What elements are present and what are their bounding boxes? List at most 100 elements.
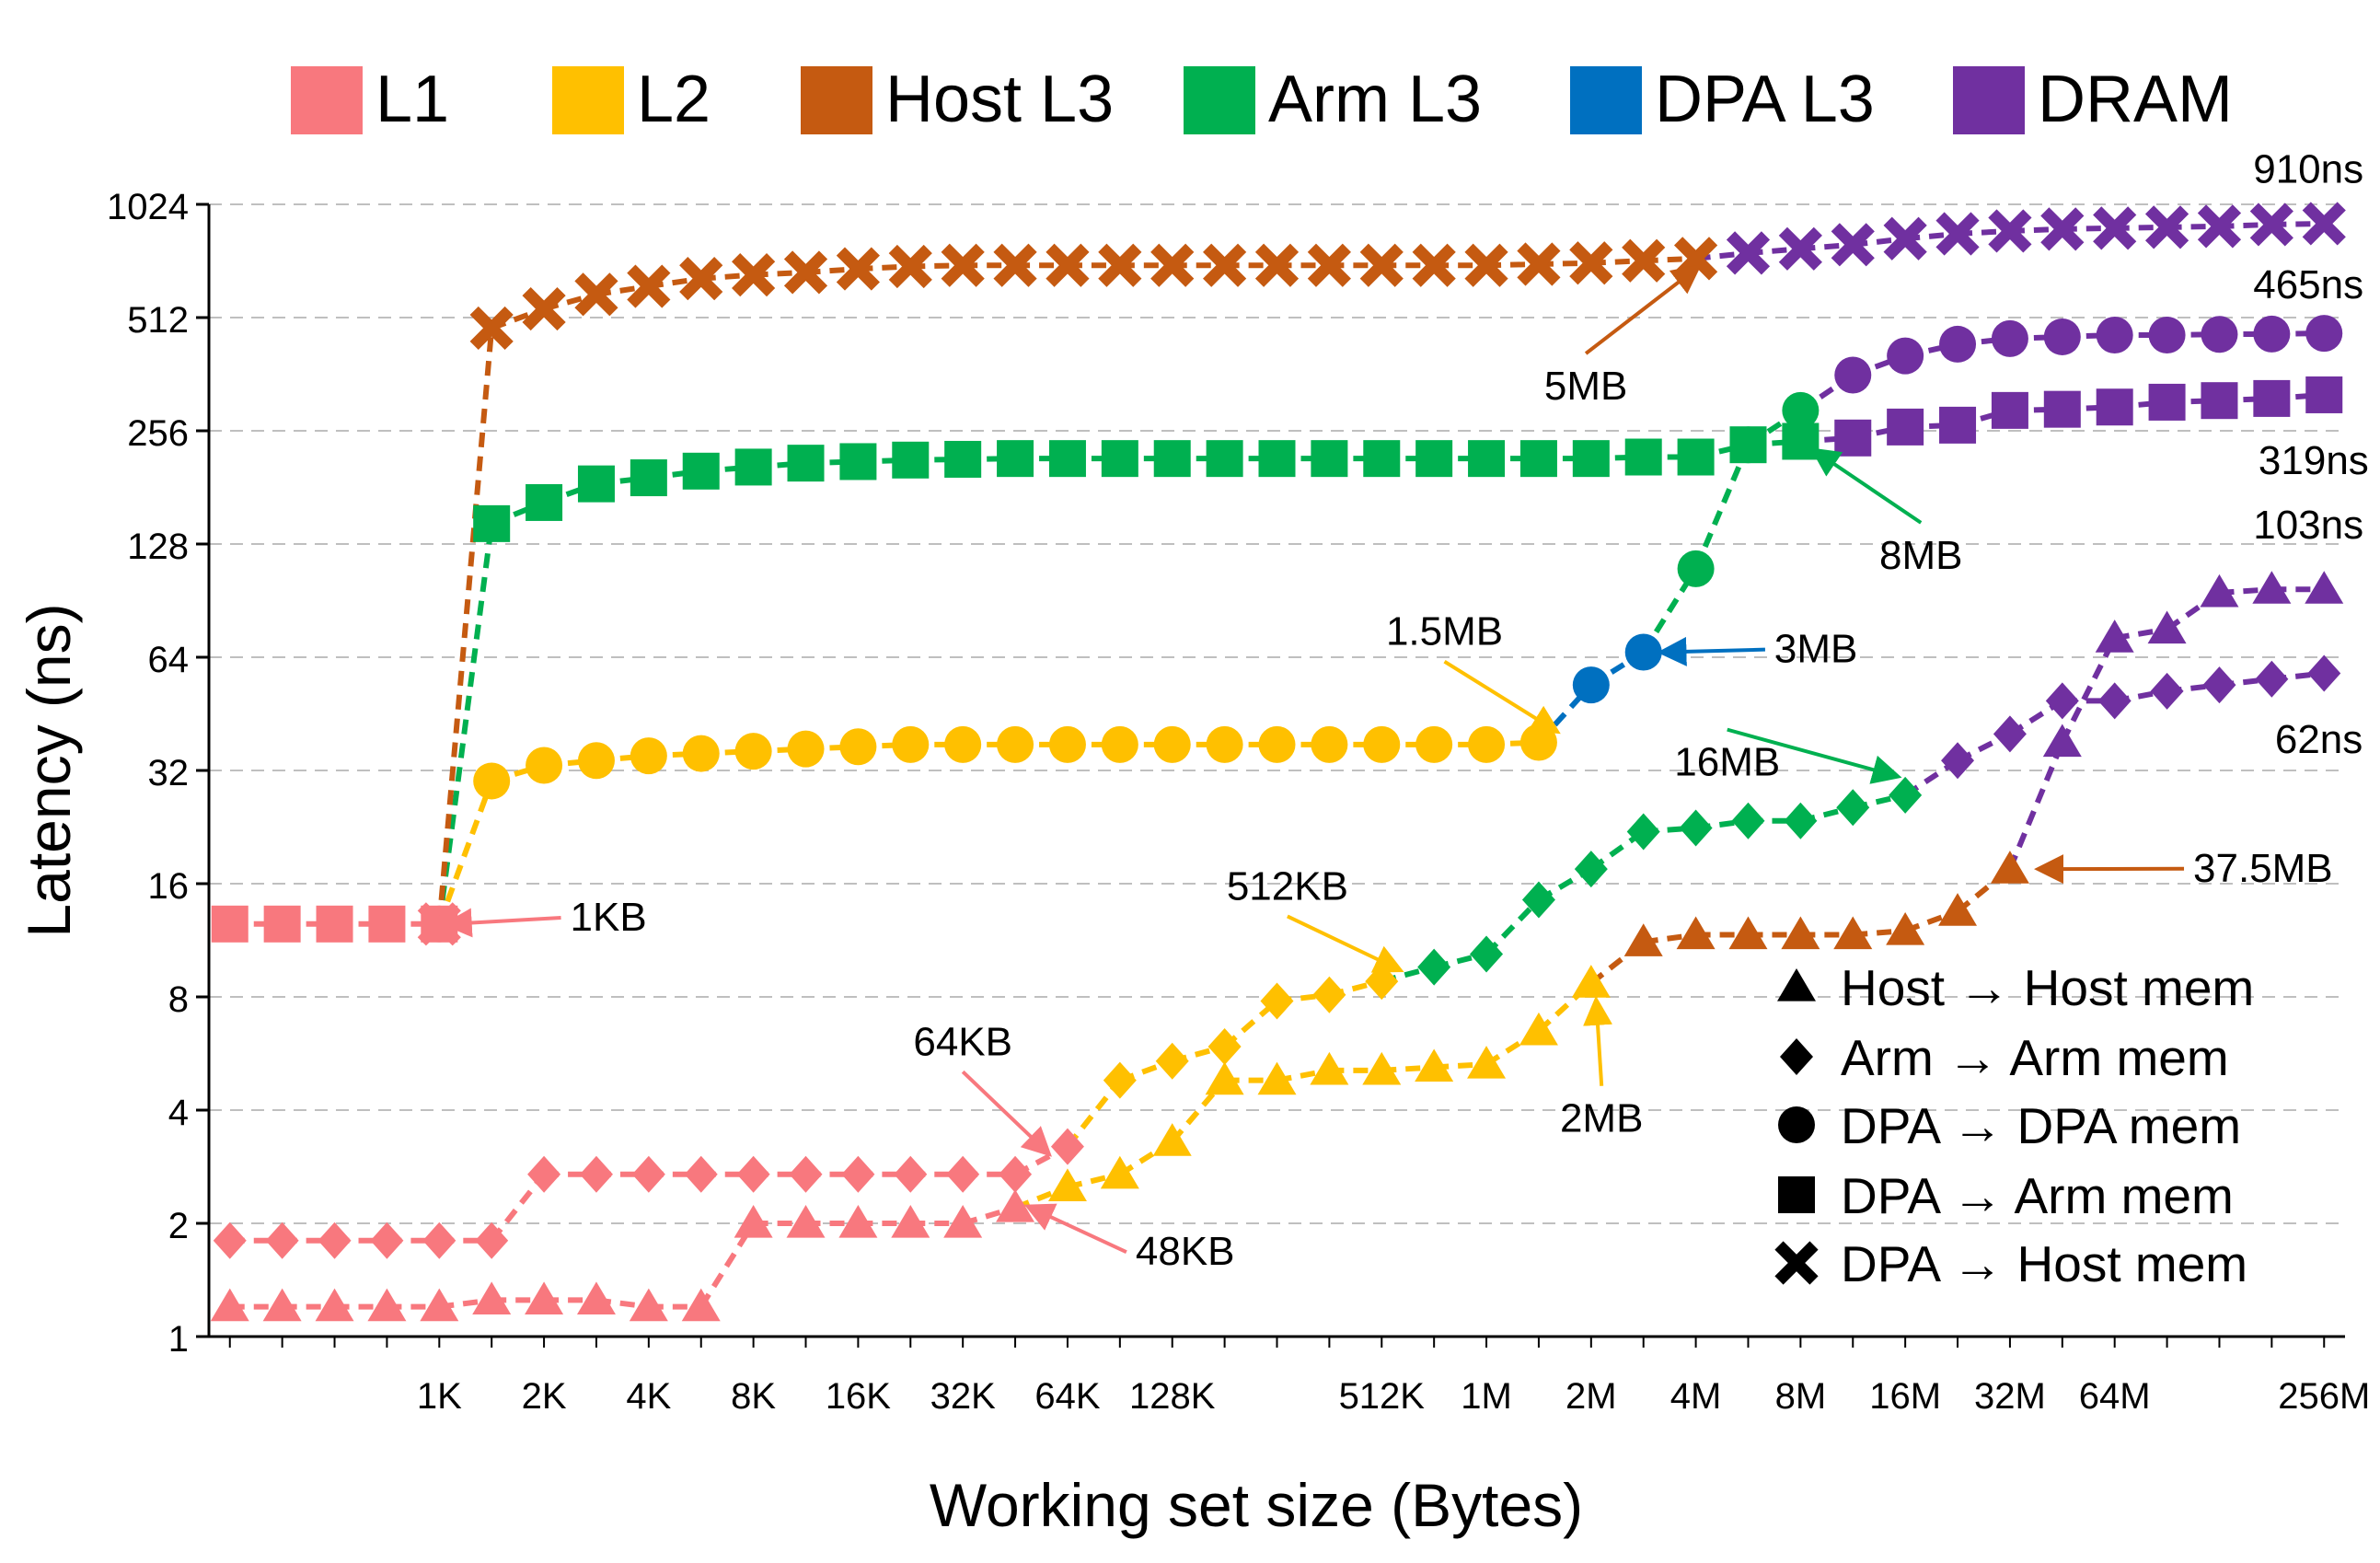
data-point-triangle <box>210 1288 249 1322</box>
x-tick-label: 1M <box>1461 1376 1512 1417</box>
data-point-circle <box>473 762 511 800</box>
data-point-square <box>892 441 930 479</box>
y-tick-labels: 1 2 4 8 16 32 64 128 256 512 1024 <box>107 187 189 1360</box>
data-point-diamond <box>2045 682 2079 720</box>
series-line-segment <box>436 328 495 925</box>
y-tick-label: 1024 <box>107 187 189 227</box>
data-point-triangle <box>472 1281 512 1315</box>
data-point-diamond <box>946 1155 980 1193</box>
marker-legend-item-diamond: Arm → Arm mem <box>1780 1029 2229 1086</box>
annotation-label: 5MB <box>1544 364 1627 409</box>
x-tick-label: 64M <box>2079 1376 2151 1417</box>
annotation-arrow <box>1023 1203 1127 1255</box>
data-point-circle <box>2096 317 2133 354</box>
data-point-square <box>1991 391 2028 429</box>
data-point-cross <box>574 272 618 317</box>
marker-legend: Host → Host mem Arm → Arm mem DPA → DPA me… <box>1774 959 2254 1292</box>
data-point-cross <box>941 243 985 287</box>
data-point-circle <box>1468 725 1506 763</box>
data-point-square <box>577 465 615 503</box>
data-point-square <box>1048 440 1086 478</box>
data-point-circle <box>1311 725 1348 763</box>
data-point-cross <box>2144 205 2189 249</box>
data-point-diamond <box>1993 715 2027 753</box>
data-point-triangle <box>891 1205 930 1238</box>
y-tick-label: 128 <box>127 527 189 567</box>
data-point-square <box>1258 440 1296 478</box>
data-point-circle <box>787 730 825 768</box>
marker-legend-label: DPA → Host mem <box>1841 1235 2247 1292</box>
y-tick-label: 64 <box>148 640 190 680</box>
data-point-triangle <box>838 1205 878 1238</box>
triangle-icon <box>1777 968 1816 1001</box>
data-point-triangle <box>1310 1051 1349 1085</box>
data-point-square <box>1572 440 1610 478</box>
data-point-cross <box>522 286 566 331</box>
data-point-cross <box>1988 209 2032 253</box>
data-point-triangle <box>786 1205 826 1238</box>
y-tick-label: 8 <box>168 979 189 1020</box>
data-point-circle <box>1991 319 2028 357</box>
data-point-cross <box>888 244 932 289</box>
annotation-label: 8MB <box>1879 533 1962 578</box>
marker-legend-item-triangle: Host → Host mem <box>1777 959 2254 1016</box>
data-point-square <box>630 459 667 497</box>
data-point-diamond <box>2202 666 2236 704</box>
marker-legend-label: Arm → Arm mem <box>1841 1029 2229 1086</box>
legend-item-dpa-l3: DPA L3 <box>1570 63 1875 136</box>
data-point-square <box>1729 426 1767 464</box>
data-point-circle <box>892 725 930 763</box>
data-point-diamond <box>1941 742 1975 780</box>
x-tick-label: 16K <box>826 1376 891 1417</box>
data-point-square <box>1415 440 1453 478</box>
data-point-diamond <box>1470 935 1504 973</box>
data-point-square <box>1153 440 1191 478</box>
data-point-square <box>2096 388 2133 426</box>
annotations: 1KB 64KB 48KB 512KB 1.5MB 2MB 3MB 5MB 8MB 16MB 37.… <box>442 264 2333 1274</box>
data-point-circle <box>1153 725 1191 763</box>
data-point-circle <box>997 725 1034 763</box>
annotation-arrow <box>1584 264 1702 355</box>
color-legend: L1 L2 Host L3 Arm L3 DPA L3 DRAM <box>291 63 2233 136</box>
data-point-circle <box>1939 325 1977 363</box>
data-point-diamond <box>1889 776 1923 814</box>
data-point-triangle <box>315 1288 354 1322</box>
data-point-cross <box>1935 212 1980 256</box>
data-point-circle <box>1677 550 1715 587</box>
annotation-label: 1KB <box>571 895 647 940</box>
data-point-triangle <box>576 1281 616 1315</box>
data-point-square <box>734 448 772 486</box>
annotation-label: 64KB <box>913 1019 1012 1064</box>
data-point-square <box>1834 419 1872 457</box>
data-point-circle <box>2253 315 2291 353</box>
annotation-label: 37.5MB <box>2193 846 2333 891</box>
data-point-square <box>211 905 248 943</box>
data-point-cross <box>1883 216 1927 260</box>
series-line-segment <box>436 523 495 925</box>
data-point-diamond <box>789 1155 823 1193</box>
series-line-segment <box>2060 636 2118 744</box>
data-point-square <box>839 443 877 480</box>
data-point-circle <box>630 737 667 775</box>
end-value-label: 910ns <box>2253 146 2363 191</box>
data-point-triangle <box>262 1288 302 1322</box>
data-point-diamond <box>318 1221 352 1259</box>
data-point-circle <box>1363 725 1401 763</box>
data-point-diamond <box>736 1155 770 1193</box>
annotation-label: 16MB <box>1674 740 1780 785</box>
data-point-cross <box>1517 242 1561 286</box>
annotation-label: 48KB <box>1136 1229 1235 1274</box>
marker-legend-label: DPA → Arm mem <box>1841 1167 2234 1224</box>
data-point-square <box>1939 406 1977 444</box>
data-point-square <box>263 905 301 943</box>
data-point-diamond <box>841 1155 875 1193</box>
annotation-arrow <box>1727 727 1902 784</box>
data-point-circle <box>1048 725 1086 763</box>
data-point-diamond <box>213 1221 247 1259</box>
end-value-label: 319ns <box>2259 438 2369 483</box>
data-point-triangle <box>1938 893 1978 926</box>
data-point-square <box>368 905 406 943</box>
data-point-circle <box>944 725 982 763</box>
